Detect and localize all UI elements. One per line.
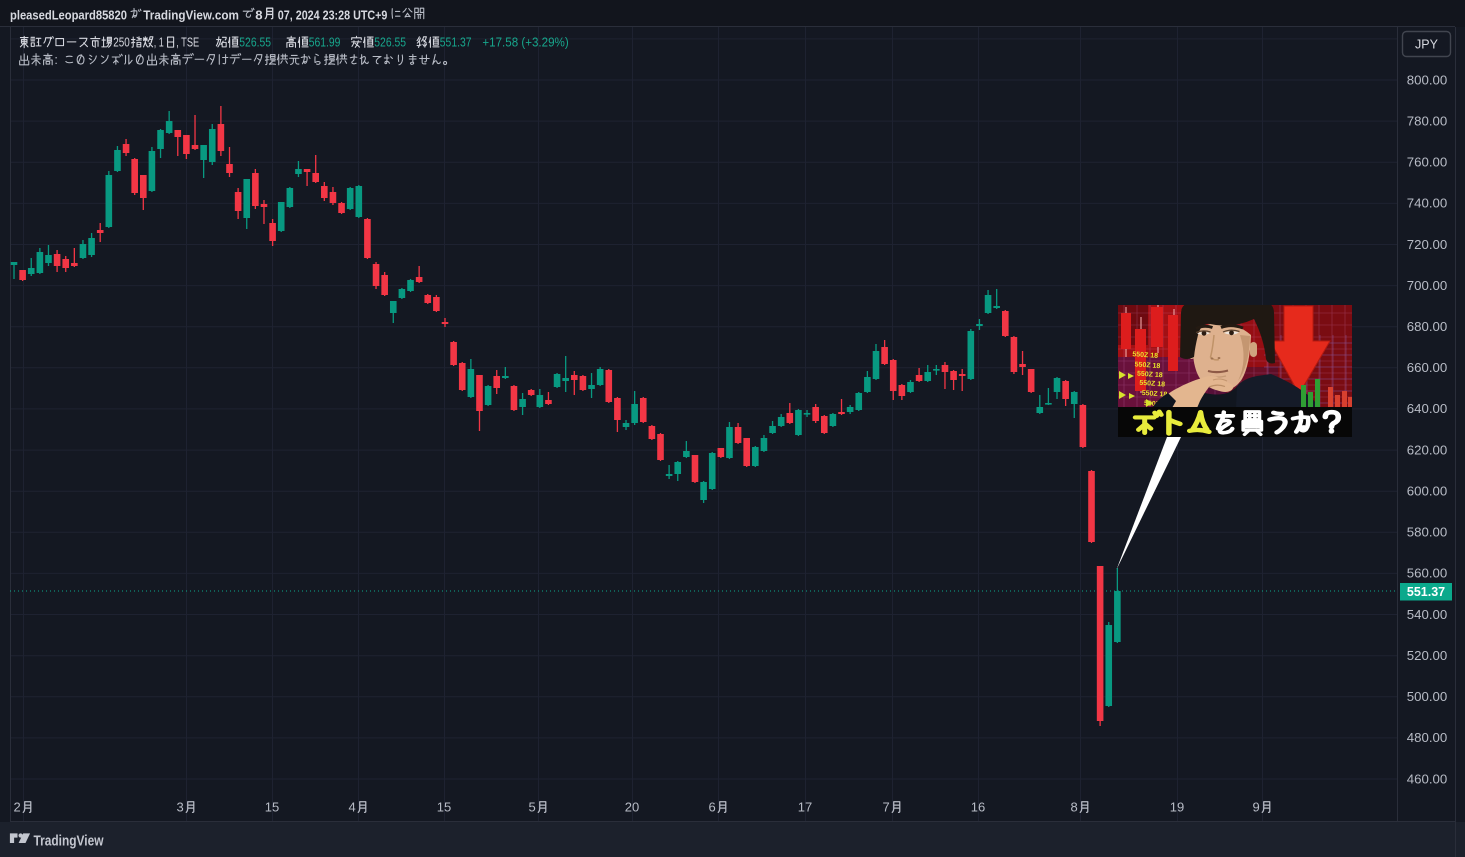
svg-text:660.00: 660.00 [1407, 361, 1448, 375]
svg-text:8: 8 [255, 8, 262, 23]
svg-text:+17.58 (+3.29%): +17.58 (+3.29%) [482, 36, 568, 50]
svg-text:15: 15 [437, 800, 451, 815]
svg-text:550Z 18: 550Z 18 [1132, 351, 1158, 360]
svg-text:17: 17 [798, 800, 812, 815]
svg-text:550Z 18: 550Z 18 [1141, 390, 1167, 399]
svg-text:3: 3 [177, 800, 184, 815]
svg-text:551.37: 551.37 [1407, 585, 1445, 599]
svg-text:pleasedLeopard85820: pleasedLeopard85820 [10, 8, 127, 23]
svg-text:640.00: 640.00 [1407, 402, 1448, 416]
svg-text:780.00: 780.00 [1407, 114, 1448, 128]
svg-text:, TSE: , TSE [176, 36, 199, 50]
svg-text:526.55: 526.55 [374, 36, 406, 50]
svg-text:700.00: 700.00 [1407, 279, 1448, 293]
svg-text:561.99: 561.99 [309, 36, 341, 50]
svg-text:550Z 18: 550Z 18 [1134, 361, 1160, 370]
svg-text:520.00: 520.00 [1407, 649, 1448, 663]
svg-text:680.00: 680.00 [1407, 320, 1448, 334]
svg-text:250: 250 [113, 36, 130, 50]
svg-text:JPY: JPY [1415, 38, 1439, 52]
svg-text::: : [54, 53, 57, 67]
svg-text:19: 19 [1170, 800, 1184, 815]
svg-text:760.00: 760.00 [1407, 156, 1448, 170]
svg-text:620.00: 620.00 [1407, 443, 1448, 457]
svg-text:560.00: 560.00 [1407, 567, 1448, 581]
svg-text:7: 7 [883, 800, 890, 815]
svg-text:, 1: , 1 [154, 36, 164, 50]
svg-text:20: 20 [625, 800, 639, 815]
svg-text:460.00: 460.00 [1407, 772, 1448, 786]
svg-text:720.00: 720.00 [1407, 238, 1448, 252]
svg-text:600.00: 600.00 [1407, 485, 1448, 499]
svg-text:740.00: 740.00 [1407, 197, 1448, 211]
svg-text:TradingView: TradingView [34, 834, 105, 850]
svg-text:2: 2 [14, 800, 21, 815]
svg-text:8: 8 [1071, 800, 1078, 815]
svg-text:15: 15 [265, 800, 279, 815]
svg-text:550Z 18: 550Z 18 [1137, 371, 1163, 380]
svg-text:526.55: 526.55 [239, 36, 271, 50]
svg-text:TradingView.com: TradingView.com [143, 8, 239, 23]
svg-text:5: 5 [529, 800, 536, 815]
svg-text:551.37: 551.37 [440, 36, 472, 50]
svg-text:580.00: 580.00 [1407, 526, 1448, 540]
svg-text:16: 16 [971, 800, 985, 815]
svg-text:07, 2024 23:28 UTC+9: 07, 2024 23:28 UTC+9 [278, 9, 388, 23]
svg-text:550Z 18: 550Z 18 [1139, 380, 1165, 389]
svg-text:4: 4 [349, 800, 356, 815]
svg-text:800.00: 800.00 [1407, 73, 1448, 87]
svg-text:540.00: 540.00 [1407, 608, 1448, 622]
svg-text:6: 6 [709, 800, 716, 815]
svg-text:480.00: 480.00 [1407, 731, 1448, 745]
svg-text:9: 9 [1253, 800, 1260, 815]
svg-text:500.00: 500.00 [1407, 690, 1448, 704]
